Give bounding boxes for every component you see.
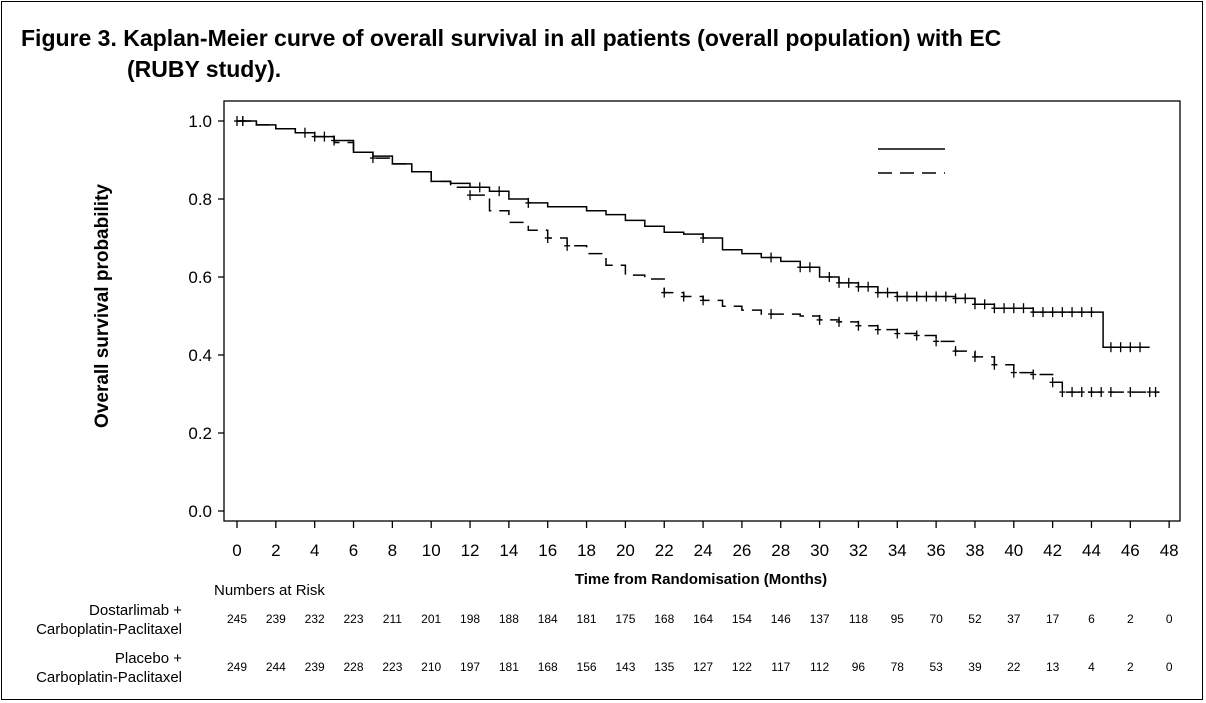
- risk-value: 6: [1088, 612, 1095, 626]
- risk-table-title: Numbers at Risk: [214, 582, 325, 599]
- risk-value: 112: [810, 660, 829, 674]
- risk-value: 4: [1088, 660, 1095, 674]
- risk-value: 2: [1127, 612, 1134, 626]
- risk-value: 39: [968, 660, 982, 674]
- risk-value: 122: [732, 660, 752, 674]
- y-tick-label: 0.4: [188, 346, 212, 365]
- x-tick-label: 40: [1004, 541, 1023, 560]
- risk-value: 78: [891, 660, 905, 674]
- risk-arm-label-line: Carboplatin-Paclitaxel: [36, 669, 182, 686]
- risk-value: 249: [227, 660, 247, 674]
- risk-value: 223: [344, 612, 364, 626]
- y-tick-label: 0.2: [188, 424, 212, 443]
- risk-value: 232: [305, 612, 325, 626]
- risk-value: 181: [577, 612, 597, 626]
- x-tick-label: 32: [849, 541, 868, 560]
- y-axis-title: Overall survival probability: [92, 184, 113, 428]
- x-tick-label: 34: [888, 541, 907, 560]
- risk-value: 143: [615, 660, 635, 674]
- x-tick-label: 38: [965, 541, 984, 560]
- risk-value: 223: [382, 660, 402, 674]
- risk-value: 197: [460, 660, 480, 674]
- x-tick-label: 26: [732, 541, 751, 560]
- y-tick-label: 0.8: [188, 190, 212, 209]
- risk-value: 201: [421, 612, 441, 626]
- x-tick-label: 22: [655, 541, 674, 560]
- risk-value: 239: [266, 612, 286, 626]
- x-tick-label: 12: [461, 541, 480, 560]
- risk-arm-label-placebo: Placebo + Carboplatin-Paclitaxel: [36, 649, 182, 687]
- risk-value: 168: [538, 660, 558, 674]
- risk-value: 228: [344, 660, 364, 674]
- risk-arm-label-line: Dostarlimab +: [89, 602, 182, 619]
- risk-value: 211: [383, 612, 402, 626]
- risk-value: 175: [615, 612, 635, 626]
- x-axis-title: Time from Randomisation (Months): [575, 571, 827, 588]
- x-tick-label: 28: [771, 541, 790, 560]
- risk-value: 198: [460, 612, 480, 626]
- x-tick-label: 44: [1082, 541, 1101, 560]
- risk-value: 0: [1166, 660, 1173, 674]
- risk-value: 181: [499, 660, 519, 674]
- x-tick-label: 6: [349, 541, 358, 560]
- x-tick-label: 36: [927, 541, 946, 560]
- risk-value: 184: [538, 612, 558, 626]
- risk-value: 0: [1166, 612, 1173, 626]
- risk-value: 244: [266, 660, 286, 674]
- risk-value: 117: [771, 660, 790, 674]
- figure-title-continued: (RUBY study).: [127, 56, 282, 82]
- risk-value: 95: [891, 612, 905, 626]
- x-tick-label: 24: [694, 541, 713, 560]
- km-curve-dostarlimab: [237, 120, 1150, 348]
- x-tick-label: 48: [1160, 541, 1179, 560]
- risk-value: 2: [1127, 660, 1134, 674]
- x-tick-label: 0: [232, 541, 241, 560]
- x-tick-label: 14: [499, 541, 518, 560]
- risk-value: 37: [1007, 612, 1021, 626]
- x-tick-label: 8: [388, 541, 397, 560]
- x-tick-label: 18: [577, 541, 596, 560]
- risk-arm-label-dostarlimab: Dostarlimab + Carboplatin-Paclitaxel: [36, 601, 182, 639]
- risk-arm-label-line: Placebo +: [114, 650, 182, 667]
- risk-value: 156: [577, 660, 597, 674]
- x-tick-label: 10: [422, 541, 441, 560]
- risk-value: 118: [849, 612, 868, 626]
- risk-value: 13: [1046, 660, 1060, 674]
- risk-value: 245: [227, 612, 247, 626]
- y-tick-label: 0.6: [188, 268, 212, 287]
- plot-area-frame: [223, 100, 1181, 522]
- risk-value: 53: [929, 660, 943, 674]
- risk-value: 239: [305, 660, 325, 674]
- x-tick-label: 4: [310, 541, 319, 560]
- risk-value: 146: [771, 612, 791, 626]
- y-tick-label: 0.0: [188, 502, 212, 521]
- risk-value: 17: [1046, 612, 1060, 626]
- risk-value: 22: [1007, 660, 1021, 674]
- figure-title: Figure 3. Kaplan-Meier curve of overall …: [21, 25, 1002, 51]
- risk-value: 188: [499, 612, 519, 626]
- risk-value: 127: [693, 660, 713, 674]
- risk-value: 135: [654, 660, 674, 674]
- risk-value: 70: [929, 612, 943, 626]
- risk-value: 154: [732, 612, 752, 626]
- risk-value: 52: [968, 612, 982, 626]
- x-tick-label: 16: [538, 541, 557, 560]
- y-tick-label: 1.0: [188, 112, 212, 131]
- km-curve-placebo: [237, 120, 1160, 393]
- x-tick-label: 46: [1121, 541, 1140, 560]
- x-tick-label: 20: [616, 541, 635, 560]
- x-tick-label: 30: [810, 541, 829, 560]
- risk-value: 210: [421, 660, 441, 674]
- risk-arm-label-line: Carboplatin-Paclitaxel: [36, 621, 182, 638]
- risk-value: 164: [693, 612, 713, 626]
- risk-value: 137: [810, 612, 830, 626]
- x-tick-label: 2: [271, 541, 280, 560]
- risk-value: 96: [852, 660, 866, 674]
- risk-value: 168: [654, 612, 674, 626]
- x-tick-label: 42: [1043, 541, 1062, 560]
